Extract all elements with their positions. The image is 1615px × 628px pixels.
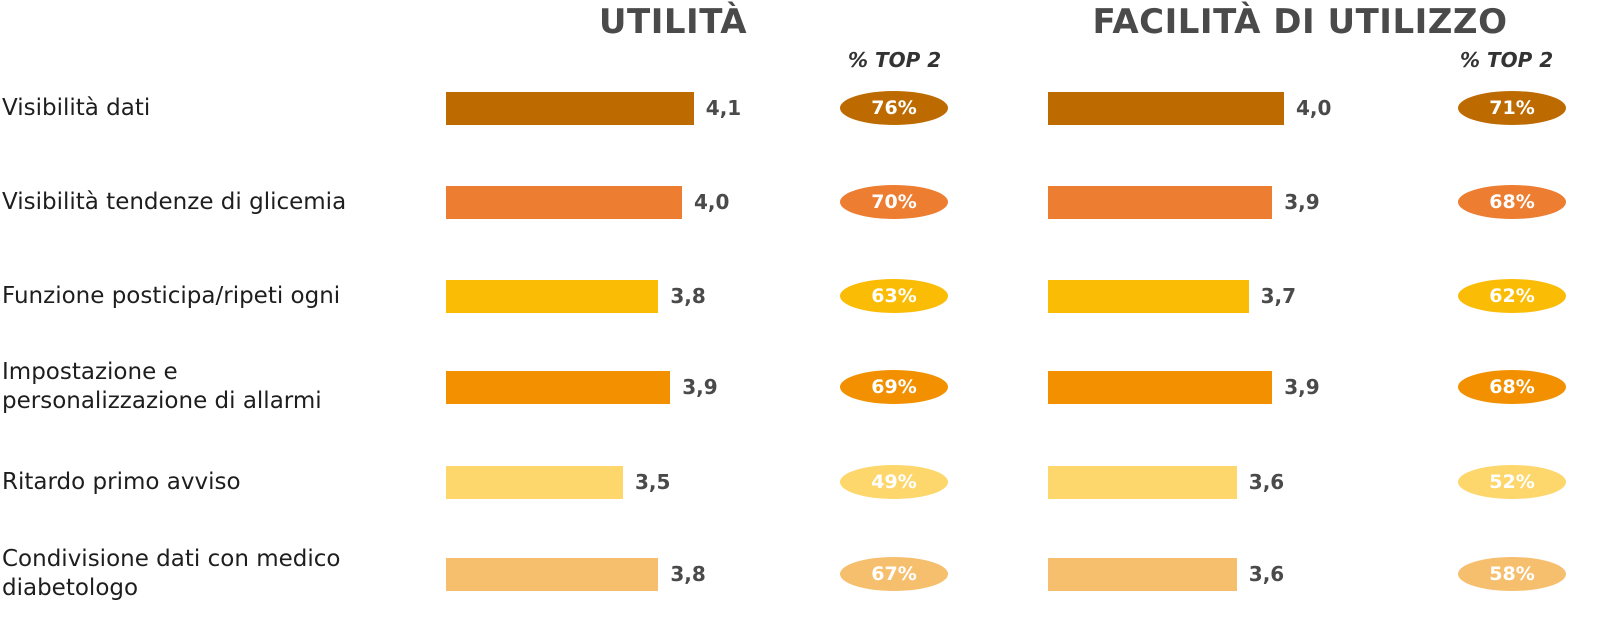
category-label-line: Visibilità tendenze di glicemia	[2, 188, 347, 215]
panel-title-0: UTILITÀ	[598, 2, 748, 42]
top2-header-1: % TOP 2	[1460, 48, 1554, 72]
top2-pill: 67%	[840, 557, 948, 591]
category-label-line: Ritardo primo avviso	[2, 468, 241, 495]
category-label: Impostazione e personalizzazione di allar…	[2, 358, 422, 416]
bar-0	[446, 557, 659, 591]
category-label: Ritardo primo avviso	[2, 468, 422, 497]
bar-0	[446, 370, 671, 404]
top2-pill: 68%	[1458, 370, 1566, 404]
bar-1	[1048, 91, 1284, 125]
top2-pill: 71%	[1458, 91, 1566, 125]
category-label-line: Condivisione dati con medico	[2, 546, 341, 572]
bar-value-label: 3,6	[1248, 561, 1285, 586]
category-label: Funzione posticipa/ripeti ogni	[2, 282, 422, 311]
category-label: Visibilità tendenze di glicemia	[2, 188, 422, 217]
category-label: Condivisione dati con medico diabetologo	[2, 545, 422, 603]
bar-1	[1048, 557, 1237, 591]
category-label-line: personalizzazione di allarmi	[2, 388, 322, 414]
top2-pill: 70%	[840, 185, 948, 219]
category-label-line: Impostazione e	[2, 359, 178, 385]
bar-0	[446, 465, 623, 499]
top2-pill: 69%	[840, 370, 948, 404]
bar-value-label: 4,0	[1296, 95, 1332, 120]
top2-pill: 49%	[840, 465, 948, 499]
top2-pill: 52%	[1458, 465, 1566, 499]
category-label: Visibilità dati	[2, 94, 422, 123]
bar-0	[446, 279, 659, 313]
bar-1	[1048, 279, 1249, 313]
bar-0	[446, 91, 694, 125]
top2-header-0: % TOP 2	[848, 48, 942, 72]
panel-title-1: FACILITÀ DI UTILIZZO	[1092, 2, 1508, 42]
bar-value-label: 3,7	[1260, 283, 1297, 308]
bar-value-label: 3,6	[1248, 469, 1285, 494]
top2-pill: 62%	[1458, 279, 1566, 313]
category-label-line: Funzione posticipa/ripeti ogni	[2, 282, 341, 309]
top2-pill: 76%	[840, 91, 948, 125]
top2-pill: 68%	[1458, 185, 1566, 219]
bar-value-label: 4,1	[705, 95, 742, 120]
bar-value-label: 3,9	[1284, 374, 1320, 399]
top2-pill: 58%	[1458, 557, 1566, 591]
bar-1	[1048, 185, 1273, 219]
bar-value-label: 3,9	[1284, 189, 1320, 214]
category-label-line: diabetologo	[2, 575, 139, 601]
bar-0	[446, 185, 682, 219]
bar-1	[1048, 370, 1273, 404]
bar-value-label: 3,5	[635, 469, 671, 494]
bar-1	[1048, 465, 1237, 499]
bar-value-label: 3,8	[670, 561, 706, 586]
top2-pill: 63%	[840, 279, 948, 313]
bar-value-label: 4,0	[694, 189, 730, 214]
bar-value-label: 3,9	[682, 374, 718, 399]
category-label-line: Visibilità dati	[2, 94, 151, 121]
bar-value-label: 3,8	[670, 283, 706, 308]
